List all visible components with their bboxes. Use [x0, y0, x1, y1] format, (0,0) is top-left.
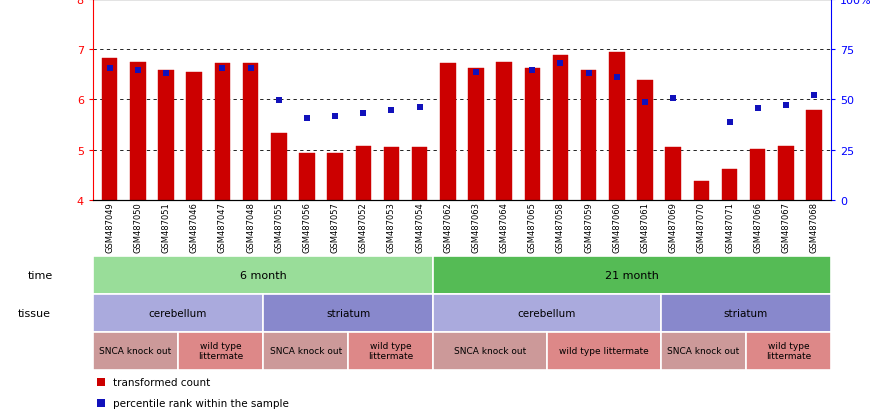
- Bar: [660, 332, 746, 370]
- Bar: [660, 294, 831, 332]
- Bar: [299, 153, 315, 200]
- Bar: [158, 71, 174, 200]
- Bar: [263, 332, 348, 370]
- Text: 6 month: 6 month: [240, 270, 286, 280]
- Text: wild type littermate: wild type littermate: [559, 346, 649, 355]
- Bar: [722, 169, 737, 200]
- Text: wild type
littermate: wild type littermate: [198, 341, 243, 361]
- Bar: [433, 332, 547, 370]
- Bar: [433, 256, 831, 294]
- Bar: [178, 332, 263, 370]
- Bar: [666, 148, 681, 200]
- Text: wild type
littermate: wild type littermate: [766, 341, 811, 361]
- Text: time: time: [27, 270, 53, 280]
- Bar: [93, 332, 178, 370]
- Text: 21 month: 21 month: [606, 270, 659, 280]
- Bar: [243, 64, 258, 200]
- Bar: [440, 64, 455, 200]
- Bar: [263, 294, 433, 332]
- Bar: [102, 59, 118, 200]
- Text: wild type
littermate: wild type littermate: [369, 341, 414, 361]
- Bar: [806, 111, 822, 200]
- Text: cerebellum: cerebellum: [518, 308, 576, 318]
- Bar: [609, 52, 625, 200]
- Bar: [581, 71, 597, 200]
- Bar: [469, 69, 484, 200]
- Bar: [637, 81, 652, 200]
- Text: transformed count: transformed count: [112, 377, 210, 387]
- Text: SNCA knock out: SNCA knock out: [667, 346, 739, 355]
- Bar: [348, 332, 433, 370]
- Bar: [355, 147, 371, 200]
- Text: SNCA knock out: SNCA knock out: [99, 346, 171, 355]
- Bar: [130, 63, 146, 200]
- Bar: [497, 63, 512, 200]
- Bar: [433, 294, 660, 332]
- Text: SNCA knock out: SNCA knock out: [454, 346, 526, 355]
- Text: striatum: striatum: [326, 308, 370, 318]
- Bar: [384, 148, 400, 200]
- Bar: [524, 69, 540, 200]
- Text: striatum: striatum: [724, 308, 768, 318]
- Text: cerebellum: cerebellum: [149, 308, 207, 318]
- Bar: [746, 332, 831, 370]
- Bar: [778, 146, 794, 200]
- Bar: [547, 332, 660, 370]
- Bar: [187, 73, 202, 200]
- Bar: [412, 148, 427, 200]
- Bar: [93, 256, 433, 294]
- Bar: [215, 64, 230, 200]
- Text: SNCA knock out: SNCA knock out: [270, 346, 342, 355]
- Bar: [327, 154, 343, 200]
- Bar: [750, 149, 766, 200]
- Bar: [552, 56, 568, 200]
- Text: percentile rank within the sample: percentile rank within the sample: [112, 399, 288, 408]
- Bar: [271, 134, 286, 200]
- Bar: [93, 294, 263, 332]
- Bar: [694, 181, 709, 200]
- Text: tissue: tissue: [17, 308, 50, 318]
